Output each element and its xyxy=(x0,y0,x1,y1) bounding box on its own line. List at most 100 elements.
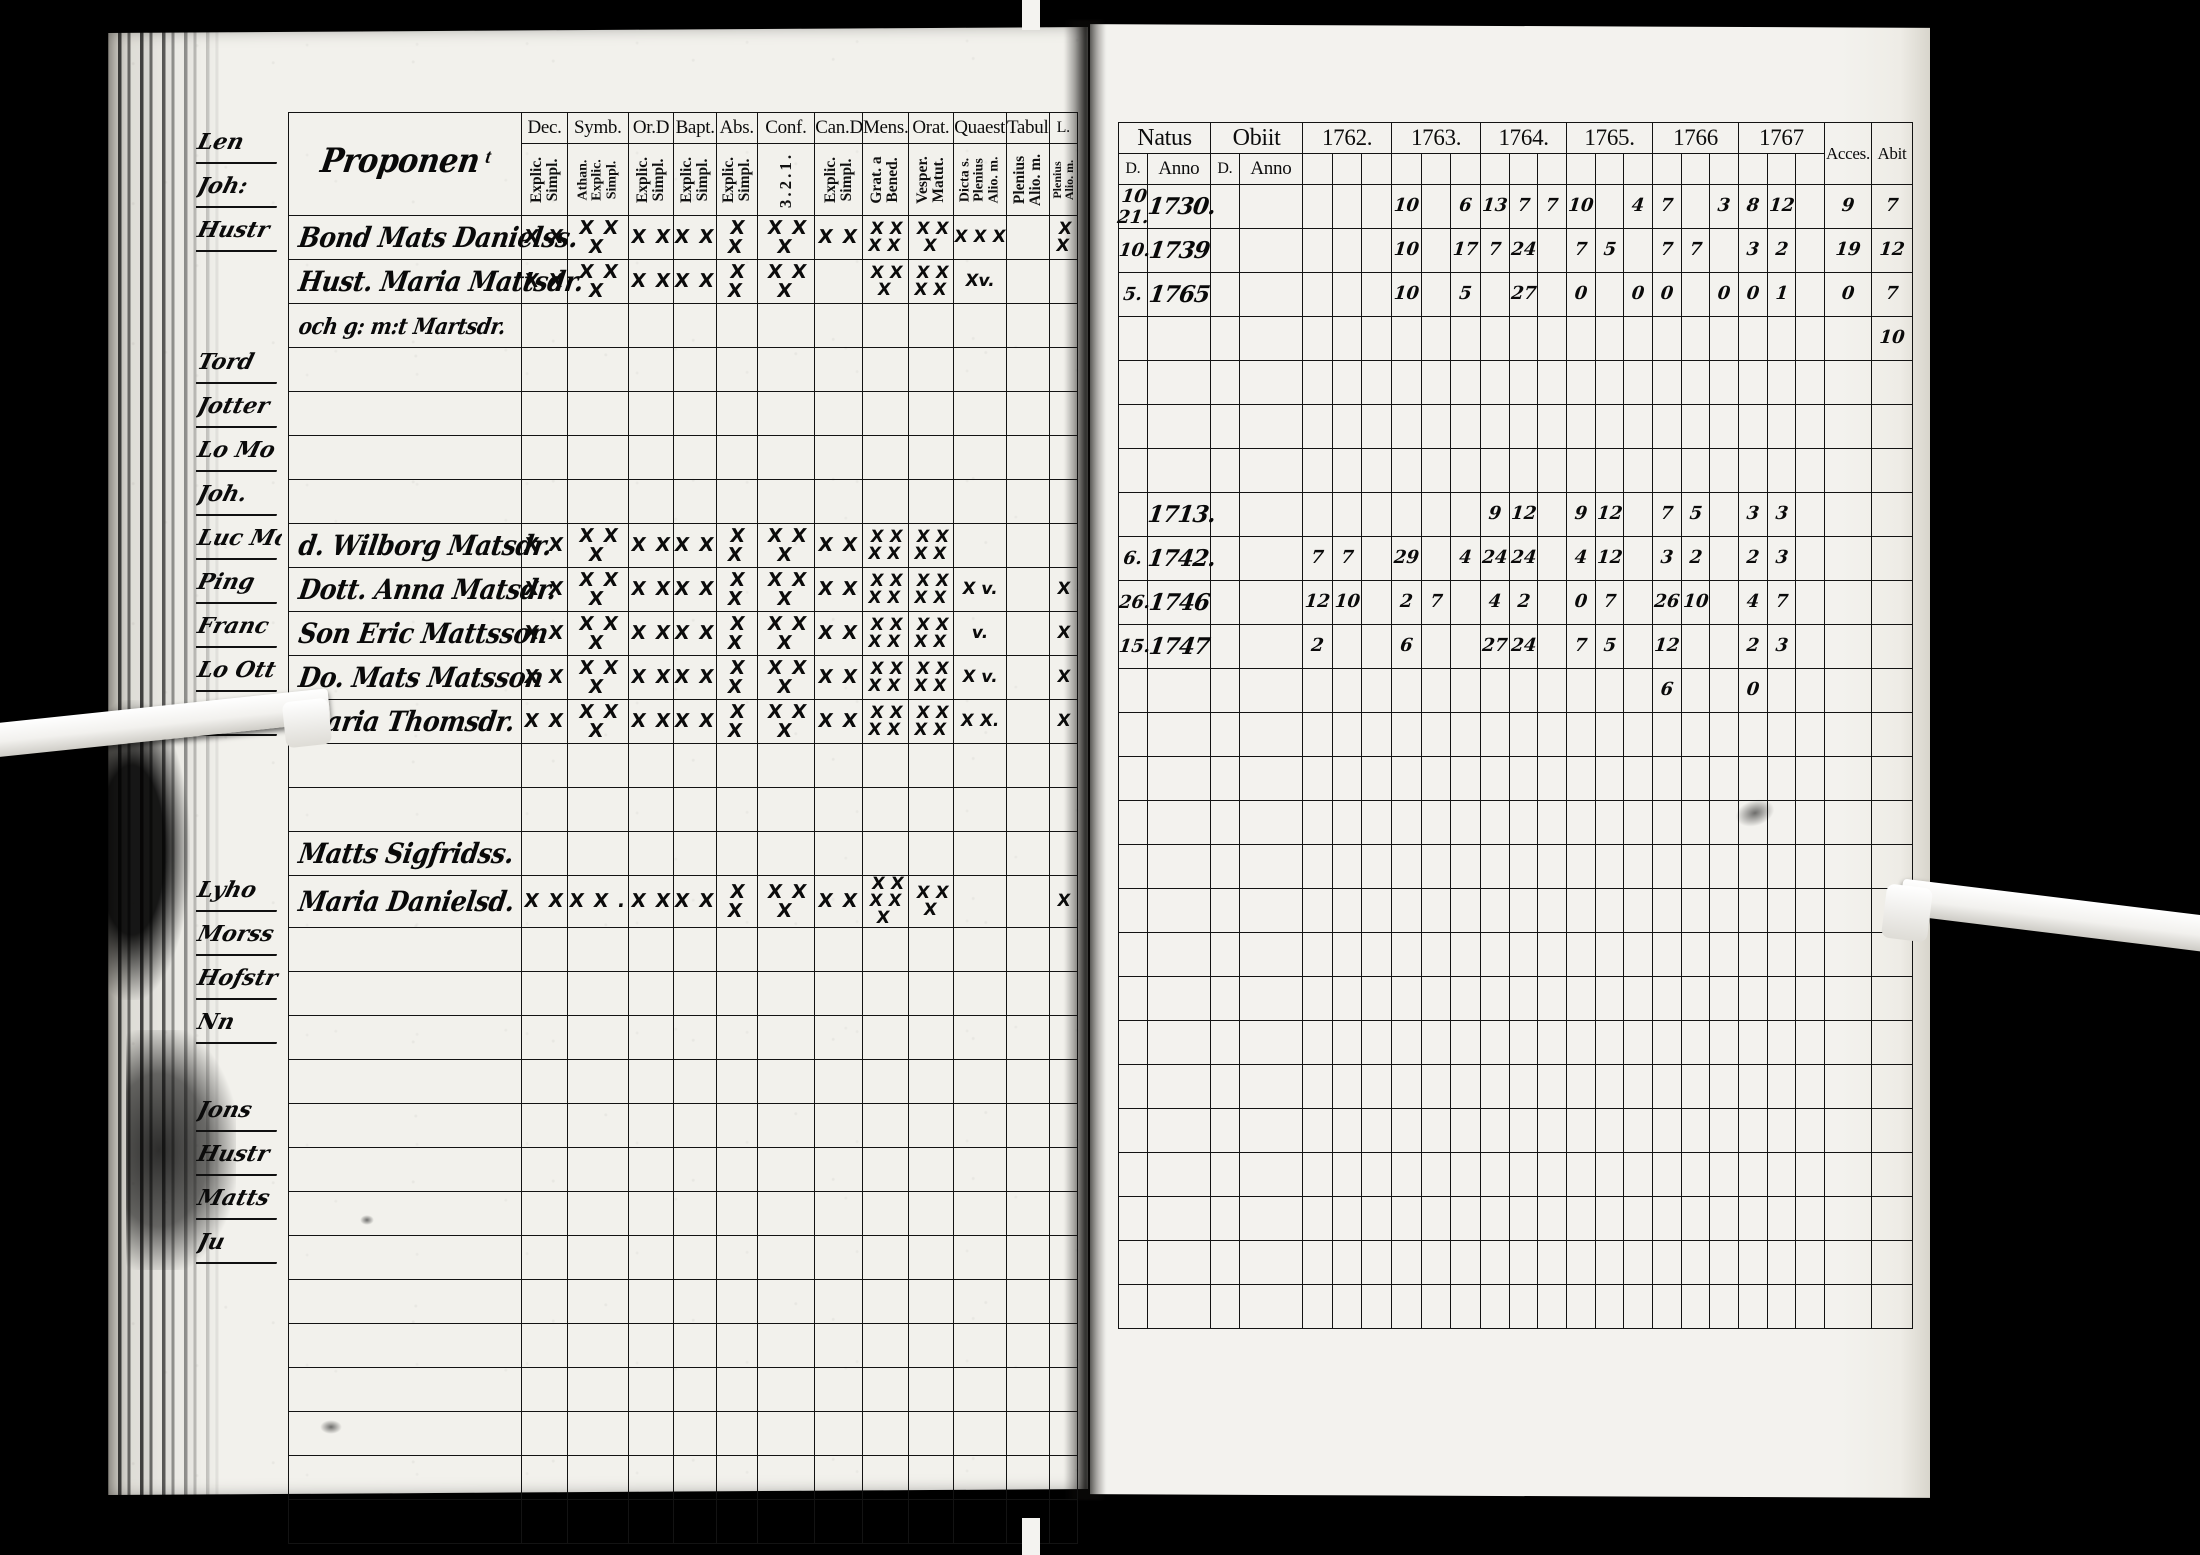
year-cell xyxy=(1302,228,1333,273)
mark-cell xyxy=(673,787,717,832)
year-cell: 13 xyxy=(1480,184,1510,229)
year-subcol xyxy=(1537,153,1568,185)
year-cell xyxy=(1623,448,1654,493)
mark-cell: X X xyxy=(715,567,758,612)
year-cell: 29 xyxy=(1391,536,1422,581)
table-row xyxy=(287,347,1079,392)
mark-cell: X X xyxy=(814,699,863,744)
year-cell xyxy=(1594,272,1625,317)
year-cell xyxy=(1420,668,1452,713)
margin-entry: Hofstr xyxy=(196,956,282,1000)
obiit-year-cell xyxy=(1238,492,1304,537)
subheader-mens: Grat. a Bened. xyxy=(861,143,909,216)
mark-cell xyxy=(907,831,955,876)
mark-cell: X xyxy=(1048,875,1079,928)
subheader-conf: 3.2.1. xyxy=(756,143,816,216)
year-cell: 3 xyxy=(1766,536,1797,581)
natus-year-cell: 1739 xyxy=(1146,228,1212,273)
year-cell xyxy=(1566,360,1596,405)
year-cell xyxy=(1594,360,1625,405)
year-cell: 0 xyxy=(1623,272,1654,317)
mark-cell: X X X X xyxy=(907,611,955,656)
year-cell xyxy=(1450,404,1482,449)
mark-cell xyxy=(566,303,629,348)
obiit-day-cell xyxy=(1210,668,1240,713)
year-subcol xyxy=(1766,153,1797,185)
year-cell: 5 xyxy=(1594,228,1625,273)
entry-name-cell: Bond Mats Danielss. xyxy=(287,215,580,260)
acces-cell xyxy=(1823,668,1872,713)
year-subcol xyxy=(1391,153,1422,185)
year-cell xyxy=(1594,184,1625,229)
year-cell xyxy=(1680,668,1711,713)
natus-day-cell xyxy=(1118,448,1148,493)
mark-cell: X X X X xyxy=(861,699,909,744)
mark-cell xyxy=(1005,259,1050,304)
col-header-abs: Abs. xyxy=(715,112,758,144)
year-cell xyxy=(1391,360,1422,405)
year-cell xyxy=(1361,184,1393,229)
year-cell: 10 xyxy=(1391,228,1422,273)
table-row xyxy=(1118,1064,1914,1109)
year-cell xyxy=(1420,360,1452,405)
year-cell xyxy=(1537,624,1568,669)
year-cell: 4 xyxy=(1566,536,1596,581)
mark-cell xyxy=(907,303,955,348)
mark-cell: X X X X xyxy=(907,699,955,744)
year-header-1763: 1763. xyxy=(1391,122,1482,154)
mark-cell xyxy=(1048,831,1079,876)
mark-cell: X X xyxy=(715,699,758,744)
year-cell: 7 xyxy=(1302,536,1333,581)
year-cell xyxy=(1331,316,1363,361)
obiit-year-cell xyxy=(1238,580,1304,625)
mark-cell: X X xyxy=(673,567,717,612)
col-header-conf: Conf. xyxy=(756,112,816,144)
year-cell xyxy=(1652,448,1682,493)
mark-cell xyxy=(756,391,816,436)
year-cell xyxy=(1331,668,1363,713)
mark-cell xyxy=(521,787,568,832)
year-cell: 24 xyxy=(1508,624,1539,669)
year-cell xyxy=(1795,492,1825,537)
margin-entry: Lyho xyxy=(196,868,282,912)
year-subcol xyxy=(1709,153,1739,185)
year-cell xyxy=(1480,360,1510,405)
mark-cell xyxy=(1005,215,1050,260)
year-cell: 27 xyxy=(1480,624,1510,669)
table-row xyxy=(1118,800,1914,845)
year-cell xyxy=(1537,272,1568,317)
mark-cell: X X xyxy=(627,523,675,568)
mark-cell: X X X X xyxy=(907,523,955,568)
natus-year-cell xyxy=(1146,404,1212,449)
entry-name-cell xyxy=(287,743,523,788)
mark-cell xyxy=(1048,523,1079,568)
mark-cell xyxy=(715,831,758,876)
mark-cell xyxy=(861,831,909,876)
mark-cell xyxy=(1005,347,1050,392)
year-cell: 3 xyxy=(1709,184,1739,229)
mark-cell xyxy=(673,435,717,480)
mark-cell: X X X X xyxy=(907,567,955,612)
year-cell xyxy=(1680,272,1711,317)
year-cell xyxy=(1391,404,1422,449)
header-row-main: Proponen ͭ Dec. Symb. Or.D Bapt. Abs. Co… xyxy=(287,112,1079,216)
mark-cell xyxy=(861,787,909,832)
page-clip-bottom xyxy=(1022,1518,1040,1555)
mark-cell xyxy=(566,787,629,832)
year-header-1766: 1766 xyxy=(1652,122,1739,154)
mark-cell: X X xyxy=(673,699,717,744)
obiit-year-cell xyxy=(1238,536,1304,581)
year-cell xyxy=(1537,316,1568,361)
year-cell: 2 xyxy=(1302,624,1333,669)
year-cell xyxy=(1623,580,1654,625)
year-cell: 26 xyxy=(1652,580,1682,625)
year-cell xyxy=(1420,272,1452,317)
natus-year-cell: 1765 xyxy=(1146,272,1212,317)
mark-cell xyxy=(814,831,863,876)
natus-day-cell xyxy=(1118,404,1148,449)
year-cell xyxy=(1795,404,1825,449)
acces-cell: 9 xyxy=(1823,184,1872,229)
margin-entry xyxy=(196,780,282,824)
mark-cell: X v. xyxy=(953,655,1007,700)
subheader-cand: Explic. Simpl. xyxy=(814,143,863,216)
